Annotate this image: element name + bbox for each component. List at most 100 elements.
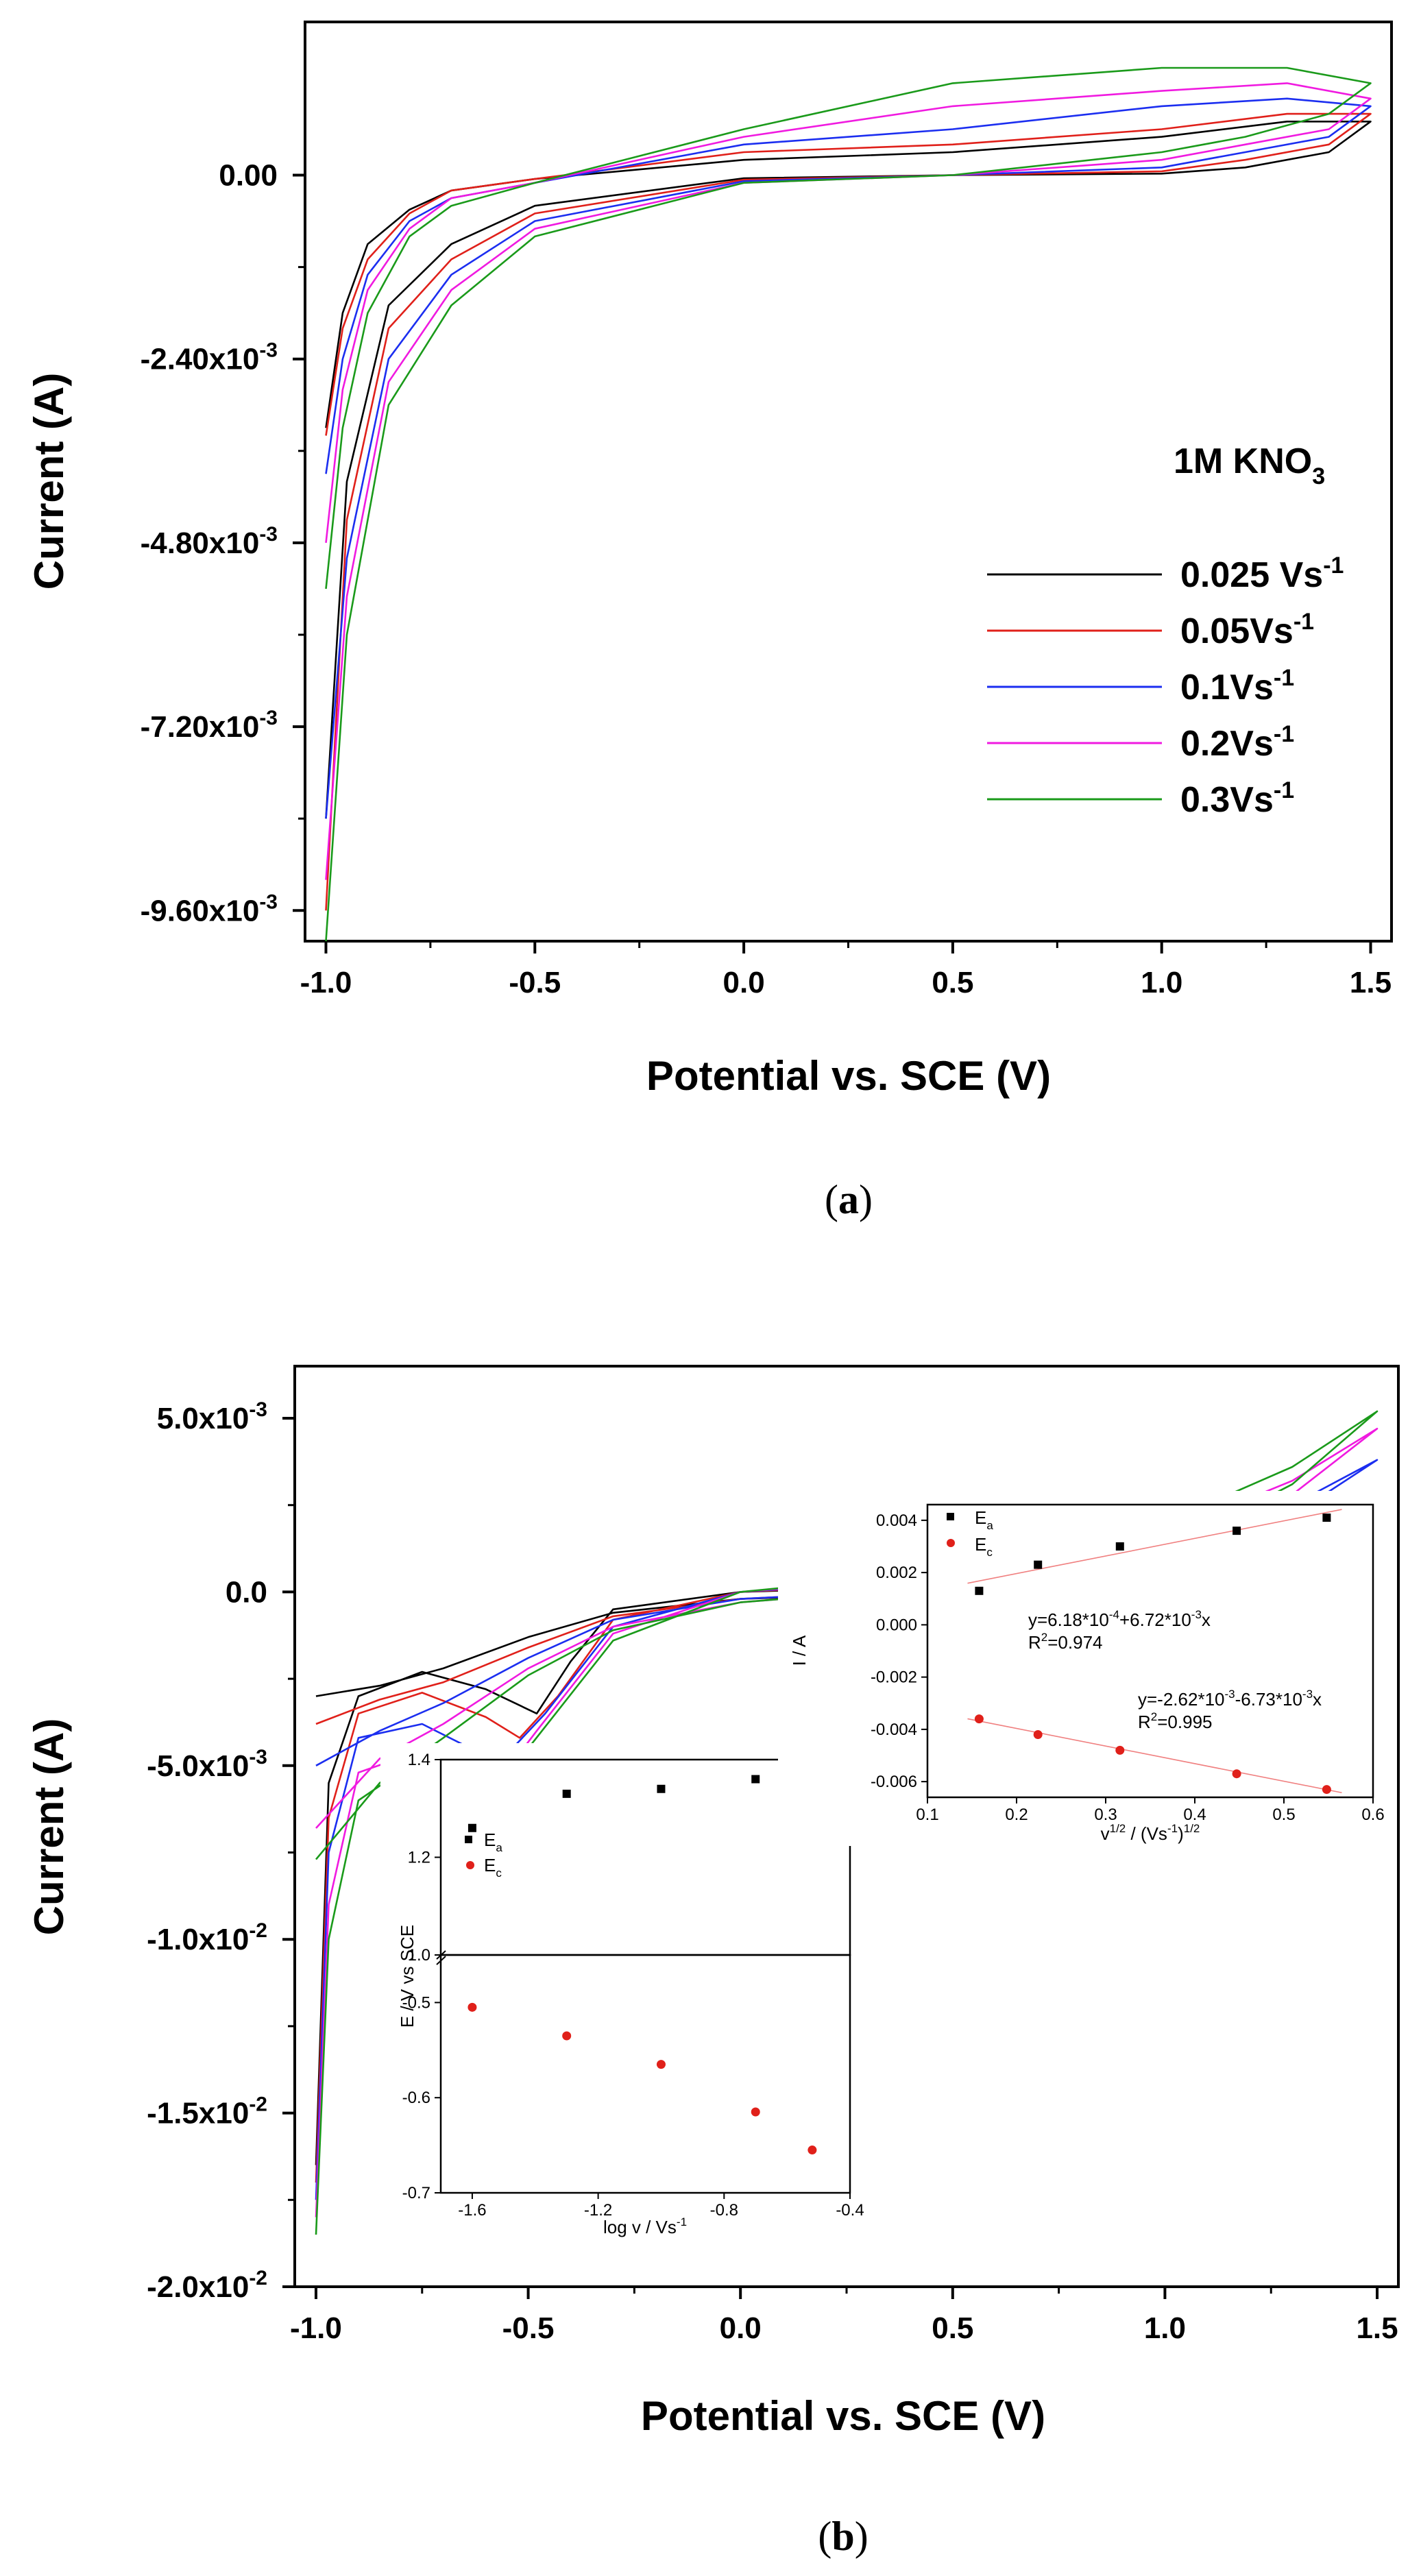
x-tick-label: 1.5 bbox=[1356, 2311, 1398, 2345]
y-tick-label: -1.0x10-2 bbox=[147, 1919, 267, 1956]
inset-left-x-label: log v / Vs-1 bbox=[603, 2215, 687, 2237]
inset-left-ticks: -1.6 -1.2 -0.8 -0.4 1.0 1.2 1.4 -0.5 -0.6 -0.7 bbox=[402, 1751, 864, 2220]
inset-y-tick-label: -0.5 bbox=[402, 1993, 430, 2012]
inset-y-tick-label: 1.2 bbox=[408, 1849, 430, 1867]
x-tick-label: 0.0 bbox=[723, 966, 765, 999]
y-tick-label: 5.0x10-3 bbox=[157, 1398, 267, 1435]
cv-series-line-4 bbox=[325, 82, 1372, 880]
y-tick-label: 0.00 bbox=[219, 159, 278, 193]
x-tick-label: -0.5 bbox=[502, 2311, 555, 2345]
chart-panel-b: -1.0 -0.5 0.0 0.5 1.0 1.5 5.0x10-3 0.0 -5.0x10-… bbox=[26, 1365, 1400, 2439]
legend-label-ea: Ea bbox=[975, 1507, 993, 1532]
x-tick-label: -1.0 bbox=[290, 2311, 342, 2345]
data-point-ec bbox=[1115, 1745, 1125, 1755]
inset-x-tick-label: 0.1 bbox=[916, 1806, 938, 1824]
inset-chart-sqrt-scan-rate: 0.1 0.2 0.3 0.4 0.5 0.6 0.004 0.002 0.000 -0.002 -… bbox=[778, 1491, 1388, 1846]
data-point-ec bbox=[467, 2002, 477, 2012]
legend-marker-ec bbox=[466, 1861, 474, 1869]
inset-right-bg bbox=[778, 1491, 1388, 1846]
inset-right-ticks: 0.1 0.2 0.3 0.4 0.5 0.6 0.004 0.002 0.000 -0.002 -… bbox=[871, 1511, 1385, 1824]
cv-series-line-2 bbox=[325, 112, 1372, 911]
cv-series-line-1 bbox=[325, 121, 1372, 819]
legend-label: 0.025 Vs-1 bbox=[1180, 552, 1344, 595]
inset-x-tick-label: 0.3 bbox=[1094, 1806, 1117, 1824]
x-tick-label: 1.0 bbox=[1141, 966, 1182, 999]
legend-a: 1M KNO3 0.025 Vs-1 0.05Vs-1 0.1Vs-1 0.2Vs-1… bbox=[987, 441, 1344, 820]
x-tick-label: -1.0 bbox=[300, 966, 352, 999]
inset-y-tick-label: -0.004 bbox=[871, 1721, 917, 1739]
inset-y-tick-label: 1.4 bbox=[408, 1751, 430, 1769]
legend-label-ec: Ec bbox=[975, 1534, 993, 1559]
cv-series-line-3 bbox=[325, 97, 1372, 819]
inset-y-tick-label: 0.004 bbox=[876, 1511, 917, 1530]
inset-y-tick-label: -0.7 bbox=[402, 2184, 430, 2202]
inset-right-x-label: v1/2 / (Vs-1)1/2 bbox=[1101, 1822, 1200, 1844]
r2-ec: R2=0.995 bbox=[1138, 1710, 1213, 1732]
inset-right-frame bbox=[926, 1503, 1374, 1799]
series-group-a bbox=[325, 66, 1372, 942]
inset-x-tick-label: -0.4 bbox=[836, 2201, 864, 2220]
inset-y-tick-label: 0.000 bbox=[876, 1616, 917, 1634]
inset-right-legend: Ea Ec bbox=[947, 1507, 993, 1559]
cv-series-line-5 bbox=[325, 66, 1372, 942]
inset-x-tick-label: 0.4 bbox=[1183, 1806, 1206, 1824]
data-point-ea bbox=[1322, 1514, 1331, 1522]
data-point-ec bbox=[656, 2060, 666, 2069]
legend-label-ec: Ec bbox=[484, 1855, 502, 1880]
inset-x-tick-label: -0.8 bbox=[710, 2201, 738, 2220]
fit-equation-ec: y=-2.62*10-3-6.73*10-3x bbox=[1138, 1688, 1322, 1710]
inset-left-y-label: E / V vs SCE bbox=[397, 1925, 417, 2028]
legend-title-a: 1M KNO3 bbox=[1174, 441, 1325, 489]
inset-left-points bbox=[467, 1765, 817, 2155]
inset-right-points bbox=[967, 1509, 1342, 1795]
data-point-ec bbox=[562, 2031, 572, 2041]
data-point-ec bbox=[1232, 1769, 1241, 1779]
data-point-ec bbox=[1322, 1785, 1331, 1795]
legend-marker-ea bbox=[465, 1836, 472, 1843]
data-point-ea bbox=[1115, 1542, 1124, 1551]
x-ticks-b: -1.0 -0.5 0.0 0.5 1.0 1.5 bbox=[290, 2287, 1398, 2345]
y-ticks-b: 5.0x10-3 0.0 -5.0x10-3 -1.0x10-2 -1.5x10-2 -2… bbox=[147, 1398, 295, 2304]
data-point-ea bbox=[975, 1586, 984, 1595]
r2-ea: R2=0.974 bbox=[1028, 1631, 1103, 1653]
x-tick-label: 0.0 bbox=[720, 2311, 762, 2345]
x-tick-label: 1.0 bbox=[1144, 2311, 1186, 2345]
inset-y-tick-label: 0.002 bbox=[876, 1564, 917, 1582]
data-point-ea bbox=[1034, 1560, 1043, 1569]
y-axis-label-a: Current (A) bbox=[26, 373, 72, 590]
caption-a: (a) bbox=[825, 1177, 873, 1222]
y-tick-label: -2.40x10-3 bbox=[141, 339, 278, 376]
y-ticks-a: 0.00 -2.40x10-3 -4.80x10-3 -7.20x10-3 -9.60x… bbox=[141, 159, 305, 927]
data-point-ec bbox=[974, 1714, 984, 1724]
legend-marker-ec bbox=[947, 1539, 955, 1547]
x-tick-label: 1.5 bbox=[1350, 966, 1392, 999]
x-tick-label: 0.5 bbox=[932, 966, 973, 999]
data-point-ea bbox=[1232, 1527, 1241, 1535]
inset-x-tick-label: 0.5 bbox=[1272, 1806, 1295, 1824]
inset-x-tick-label: 0.6 bbox=[1361, 1806, 1384, 1824]
x-tick-label: 0.5 bbox=[932, 2311, 973, 2345]
fit-line-ec bbox=[967, 1718, 1342, 1794]
inset-x-tick-label: -1.6 bbox=[458, 2201, 486, 2220]
inset-x-tick-label: 0.2 bbox=[1005, 1806, 1028, 1824]
inset-y-tick-label: -0.006 bbox=[871, 1773, 917, 1791]
legend-marker-ea bbox=[947, 1513, 954, 1520]
y-tick-label: -4.80x10-3 bbox=[141, 523, 278, 560]
legend-label: 0.3Vs-1 bbox=[1180, 777, 1294, 820]
legend-label: 0.2Vs-1 bbox=[1180, 721, 1294, 764]
y-axis-label-b: Current (A) bbox=[26, 1718, 72, 1936]
inset-y-tick-label: -0.6 bbox=[402, 2089, 430, 2107]
axis-break-mark bbox=[436, 1956, 446, 1965]
y-tick-label: -1.5x10-2 bbox=[147, 2093, 267, 2130]
y-tick-label: -9.60x10-3 bbox=[141, 890, 278, 927]
data-point-ea bbox=[657, 1784, 666, 1793]
y-tick-label: -7.20x10-3 bbox=[141, 707, 278, 744]
data-point-ea bbox=[562, 1789, 571, 1798]
legend-label: 0.05Vs-1 bbox=[1180, 609, 1314, 651]
legend-label-ea: Ea bbox=[484, 1830, 502, 1854]
fit-equation-ea: y=6.18*10-4+6.72*10-3x bbox=[1028, 1608, 1211, 1630]
data-point-ec bbox=[807, 2146, 817, 2155]
x-axis-label-a: Potential vs. SCE (V) bbox=[646, 1053, 1051, 1099]
